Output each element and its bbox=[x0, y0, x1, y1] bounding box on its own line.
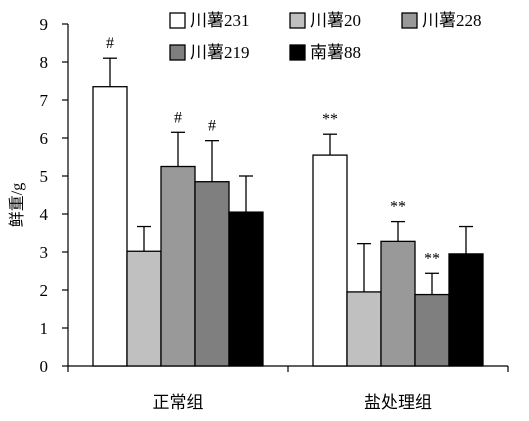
bar bbox=[346, 291, 382, 367]
legend-label: 川薯228 bbox=[422, 11, 482, 30]
y-tick-label: 8 bbox=[40, 53, 49, 72]
legend-label: 川薯231 bbox=[190, 11, 250, 30]
y-tick-label: 4 bbox=[40, 205, 49, 224]
y-tick-label: 6 bbox=[40, 129, 49, 148]
significance-marker: ** bbox=[322, 111, 338, 128]
bars: # # # ** ** ** bbox=[92, 35, 484, 367]
y-tick-label: 7 bbox=[40, 91, 49, 110]
bar bbox=[448, 253, 484, 367]
legend-swatch bbox=[289, 12, 306, 29]
bar bbox=[414, 293, 450, 367]
significance-marker: ** bbox=[424, 250, 440, 267]
legend: 川薯231 川薯20 川薯228 川薯219 南薯88 bbox=[169, 11, 482, 62]
legend-label: 川薯219 bbox=[190, 43, 250, 62]
x-tick-label: 盐处理组 bbox=[364, 393, 432, 412]
x-tick-label: 正常组 bbox=[153, 393, 204, 412]
significance-marker: ** bbox=[390, 199, 406, 216]
bar bbox=[194, 181, 230, 367]
legend-label: 川薯20 bbox=[310, 11, 361, 30]
y-tick-label: 3 bbox=[40, 243, 49, 262]
y-tick-label: 2 bbox=[40, 281, 49, 300]
bar bbox=[312, 154, 348, 367]
bar bbox=[160, 165, 196, 367]
y-tick-label: 0 bbox=[40, 357, 49, 376]
bar bbox=[126, 250, 162, 367]
significance-marker: # bbox=[208, 118, 216, 135]
y-axis-label: 鲜重/g bbox=[8, 183, 26, 227]
legend-swatch bbox=[169, 44, 186, 61]
y-tick-label: 1 bbox=[40, 319, 49, 338]
legend-swatch bbox=[169, 12, 186, 29]
legend-swatch bbox=[401, 12, 418, 29]
significance-marker: # bbox=[106, 35, 114, 52]
bar bbox=[380, 240, 416, 367]
legend-swatch bbox=[289, 44, 306, 61]
significance-marker: # bbox=[174, 109, 182, 126]
y-tick-label: 9 bbox=[40, 15, 49, 34]
bar bbox=[228, 211, 264, 367]
bar bbox=[92, 86, 128, 367]
legend-label: 南薯88 bbox=[310, 43, 361, 62]
y-tick-label: 5 bbox=[40, 167, 49, 186]
